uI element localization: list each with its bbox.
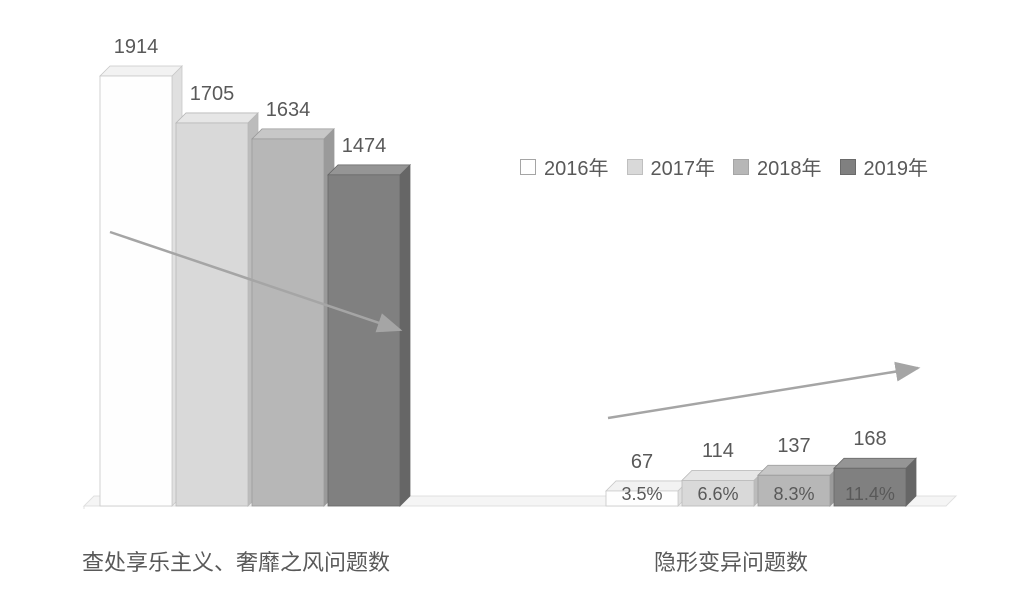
legend-swatch <box>733 159 749 175</box>
legend-swatch <box>520 159 536 175</box>
legend-label: 2019年 <box>864 152 929 181</box>
legend-swatch <box>627 159 643 175</box>
legend-label: 2017年 <box>651 152 716 181</box>
category-label: 查处享乐主义、奢靡之风问题数 <box>82 545 390 577</box>
chart-root: 2016年 2017年 2018年 2019年 查处享乐主义、奢靡之风问题数 1914 1… <box>0 0 1024 592</box>
legend-label: 2016年 <box>544 152 609 181</box>
legend: 2016年 2017年 2018年 2019年 <box>520 152 938 181</box>
bar-value-label: 137 <box>758 435 830 458</box>
bar-percent-label: 3.5% <box>606 484 678 505</box>
bar-value-label: 1914 <box>100 36 172 59</box>
legend-label: 2018年 <box>757 152 822 181</box>
category-label: 隐形变异问题数 <box>654 545 808 577</box>
bar-value-label: 1705 <box>176 83 248 106</box>
bar-value-label: 67 <box>606 451 678 474</box>
legend-swatch <box>840 159 856 175</box>
bar-value-label: 114 <box>682 440 754 463</box>
bar-percent-label: 6.6% <box>682 484 754 505</box>
bar-percent-label: 11.4% <box>834 484 906 505</box>
bar-value-label: 168 <box>834 428 906 451</box>
bar-value-label: 1634 <box>252 99 324 122</box>
bar-value-label: 1474 <box>328 135 400 158</box>
bar-percent-label: 8.3% <box>758 484 830 505</box>
